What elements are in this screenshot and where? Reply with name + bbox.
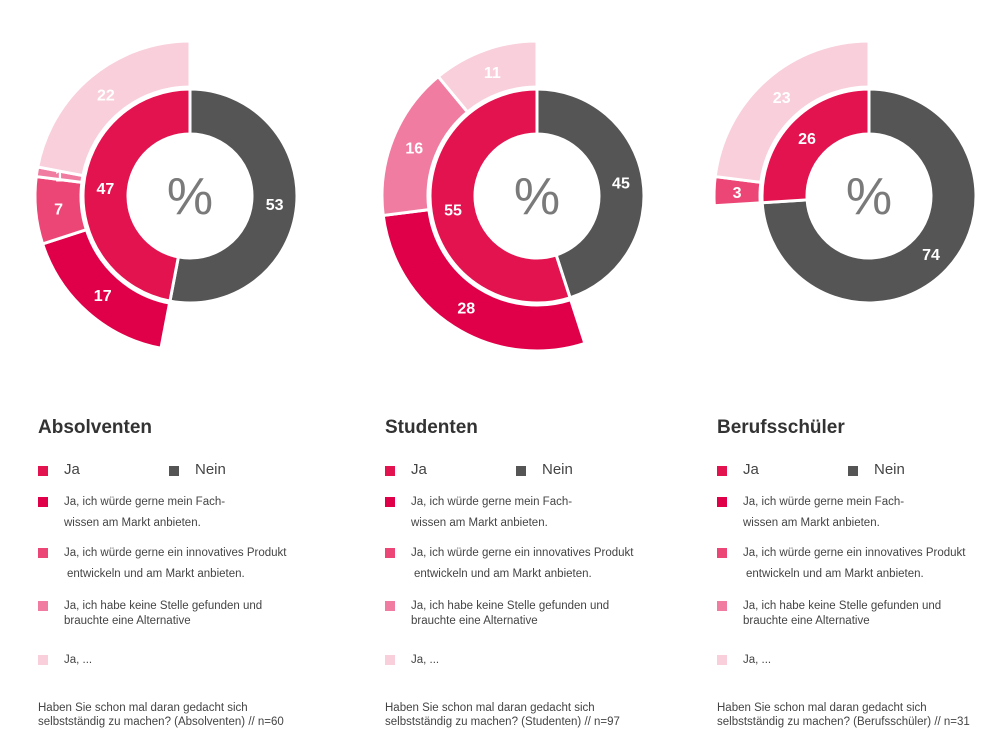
legend-swatch-produkt — [385, 548, 395, 558]
footnote-line: Haben Sie schon mal daran gedacht sich — [38, 702, 248, 714]
inner-slice-ja — [428, 87, 572, 305]
legend-label-other: Ja, ... — [64, 654, 93, 666]
legend-line: brauchte eine Alternative — [411, 615, 538, 627]
legend-swatch-nein — [169, 466, 179, 476]
legend-line: entwickeln und am Markt anbieten. — [414, 568, 592, 580]
outer-data-label-fachwissen: 17 — [94, 288, 112, 305]
inner-slice-nein — [760, 87, 978, 305]
outer-data-label-other: 23 — [773, 90, 791, 107]
outer-data-label-other: 11 — [484, 65, 501, 82]
outer-data-label-produkt: 7 — [54, 201, 63, 218]
outer-data-label-keine-stelle: 16 — [405, 140, 423, 157]
donut-chart-studenten: 45 55 28 16 11% — [380, 39, 646, 353]
legend-label-keine-stelle: Ja, ich habe keine Stelle gefunden und b… — [64, 599, 262, 629]
outer-slice-other — [713, 39, 871, 185]
inner-slice-nein — [168, 87, 299, 305]
legend-label-ja: Ja — [743, 461, 759, 478]
inner-slice-ja — [760, 87, 871, 205]
legend-line: brauchte eine Alternative — [743, 615, 870, 627]
inner-data-label-nein: 45 — [612, 176, 630, 193]
inner-data-label-ja: 26 — [798, 131, 816, 148]
legend-line: entwickeln und am Markt anbieten. — [67, 568, 245, 580]
panel-berufsschueler: 74 26 3 23% Berufsschüler Ja Nein Ja, ich w… — [679, 0, 999, 755]
legend-label-ja: Ja — [411, 461, 427, 478]
legend-swatch-ja — [38, 466, 48, 476]
outer-data-label-produkt: 3 — [733, 185, 742, 202]
center-percent-symbol: % — [514, 168, 560, 226]
legend-swatch-other — [717, 655, 727, 665]
legend-swatch-ja — [717, 466, 727, 476]
legend-swatch-ja — [385, 466, 395, 476]
legend-swatch-produkt — [38, 548, 48, 558]
legend-line: Ja, ich würde gerne mein Fach- — [411, 496, 573, 508]
legend-label-produkt: Ja, ich würde gerne ein innovatives Prod… — [411, 546, 633, 582]
legend-label-fachwissen: Ja, ich würde gerne mein Fach- wissen am… — [64, 495, 225, 531]
inner-data-label-ja: 55 — [444, 202, 462, 219]
legend-line: Ja, ich würde gerne ein innovatives Prod… — [64, 547, 287, 559]
legend-label-nein: Nein — [542, 461, 573, 478]
panel-absolventen: 53 47 17 7 1 22% Absolventen Ja Nein Ja, ich … — [0, 0, 320, 755]
legend-label-keine-stelle: Ja, ich habe keine Stelle gefunden und b… — [743, 599, 941, 629]
inner-data-label-nein: 53 — [266, 197, 284, 214]
panel-title: Studenten — [385, 417, 478, 438]
legend-label-nein: Nein — [195, 461, 226, 478]
legend-line: brauchte eine Alternative — [64, 615, 191, 627]
panel-studenten: 45 55 28 16 11% Studenten Ja Nein Ja, ich wü… — [347, 0, 667, 755]
inner-data-label-nein: 74 — [922, 247, 940, 264]
legend-label-produkt: Ja, ich würde gerne ein innovatives Prod… — [64, 546, 286, 582]
inner-slice-nein — [535, 87, 646, 300]
footnote: Haben Sie schon mal daran gedacht sich s… — [385, 701, 685, 729]
panel-title: Berufsschüler — [717, 417, 845, 438]
legend-swatch-fachwissen — [385, 497, 395, 507]
outer-slice-other — [35, 39, 192, 178]
footnote-line: selbstständig zu machen? (Absolventen) /… — [38, 716, 284, 728]
center-percent-symbol: % — [846, 168, 892, 226]
legend-line: Ja, ich habe keine Stelle gefunden und — [411, 600, 610, 612]
legend-line: Ja, ich würde gerne ein innovatives Prod… — [743, 547, 966, 559]
legend-swatch-keine-stelle — [385, 601, 395, 611]
legend-swatch-produkt — [717, 548, 727, 558]
legend-line: Ja, ich würde gerne ein innovatives Prod… — [411, 547, 634, 559]
legend-swatch-fachwissen — [38, 497, 48, 507]
outer-slice-other — [436, 39, 539, 115]
legend-swatch-nein — [516, 466, 526, 476]
donut-chart-berufsschueler: 74 26 3 23% — [712, 39, 978, 305]
footnote: Haben Sie schon mal daran gedacht sich s… — [717, 701, 1008, 729]
inner-slice-ja — [81, 87, 192, 303]
legend-swatch-keine-stelle — [717, 601, 727, 611]
outer-data-label-fachwissen: 28 — [457, 300, 475, 317]
legend-label-keine-stelle: Ja, ich habe keine Stelle gefunden und b… — [411, 599, 609, 629]
legend-line: entwickeln und am Markt anbieten. — [746, 568, 924, 580]
legend-label-ja: Ja — [64, 461, 80, 478]
legend-label-other: Ja, ... — [743, 654, 772, 666]
legend-line: wissen am Markt anbieten. — [743, 517, 880, 529]
footnote: Haben Sie schon mal daran gedacht sich s… — [38, 701, 338, 729]
legend-label-other: Ja, ... — [411, 654, 440, 666]
legend-swatch-other — [385, 655, 395, 665]
legend-line: Ja, ich habe keine Stelle gefunden und — [64, 600, 263, 612]
center-percent-symbol: % — [167, 168, 213, 226]
footnote-line: selbstständig zu machen? (Studenten) // … — [385, 716, 620, 728]
legend-line: wissen am Markt anbieten. — [411, 517, 548, 529]
footnote-line: Haben Sie schon mal daran gedacht sich — [385, 702, 595, 714]
legend-swatch-keine-stelle — [38, 601, 48, 611]
legend-swatch-nein — [848, 466, 858, 476]
legend-line: Ja, ich würde gerne mein Fach- — [743, 496, 905, 508]
legend-label-produkt: Ja, ich würde gerne ein innovatives Prod… — [743, 546, 965, 582]
legend-swatch-fachwissen — [717, 497, 727, 507]
legend-line: wissen am Markt anbieten. — [64, 517, 201, 529]
legend-label-fachwissen: Ja, ich würde gerne mein Fach- wissen am… — [411, 495, 572, 531]
footnote-line: selbstständig zu machen? (Berufsschüler)… — [717, 716, 970, 728]
legend-line: Ja, ich würde gerne mein Fach- — [64, 496, 226, 508]
outer-data-label-keine-stelle: 1 — [55, 168, 64, 185]
outer-data-label-other: 22 — [97, 87, 115, 104]
legend-swatch-other — [38, 655, 48, 665]
footnote-line: Haben Sie schon mal daran gedacht sich — [717, 702, 927, 714]
legend-label-fachwissen: Ja, ich würde gerne mein Fach- wissen am… — [743, 495, 904, 531]
panel-title: Absolventen — [38, 417, 153, 438]
legend-label-nein: Nein — [874, 461, 905, 478]
inner-data-label-ja: 47 — [96, 181, 114, 198]
legend-line: Ja, ich habe keine Stelle gefunden und — [743, 600, 942, 612]
donut-chart-absolventen: 53 47 17 7 1 22% — [33, 39, 299, 351]
